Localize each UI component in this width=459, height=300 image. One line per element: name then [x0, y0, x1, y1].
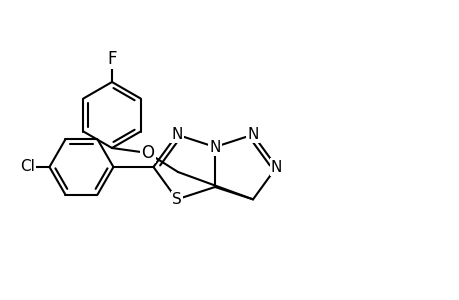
- Text: N: N: [270, 160, 282, 175]
- Text: Cl: Cl: [20, 160, 35, 175]
- Text: F: F: [107, 50, 117, 68]
- Text: S: S: [172, 192, 181, 207]
- Text: O: O: [141, 144, 154, 162]
- Text: N: N: [247, 127, 258, 142]
- Text: N: N: [171, 127, 182, 142]
- Text: N: N: [209, 140, 220, 154]
